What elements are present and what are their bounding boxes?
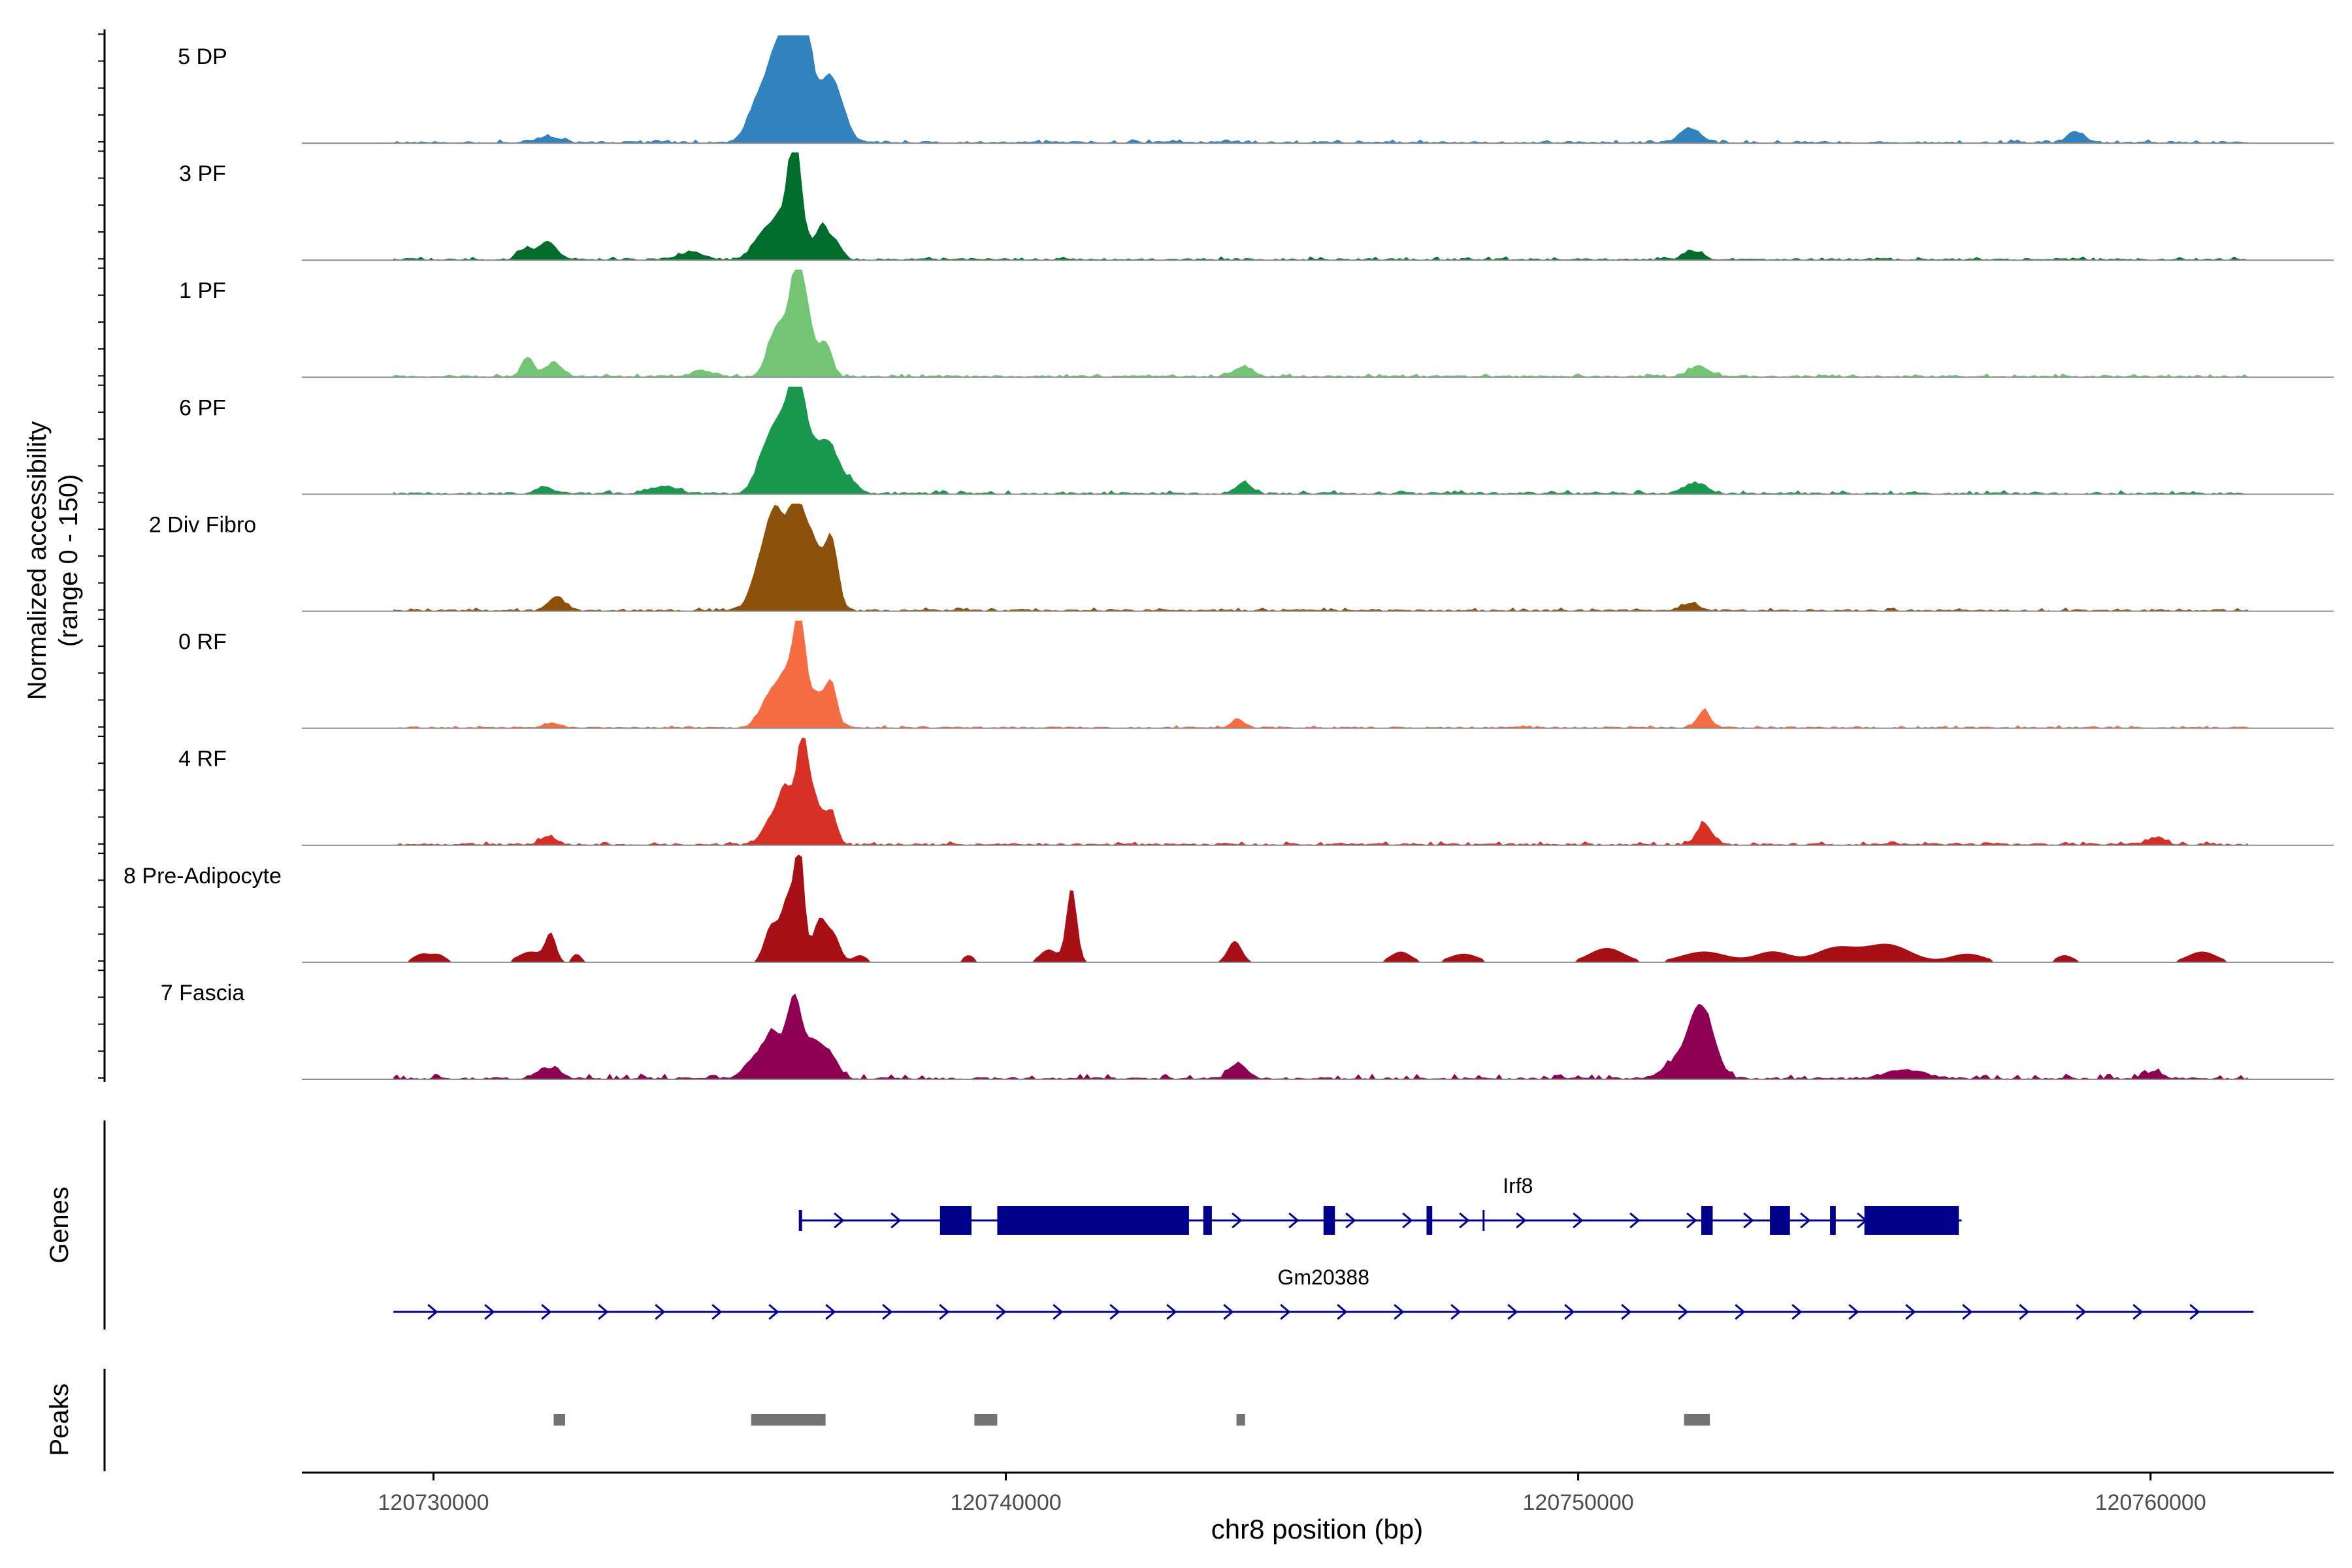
track-label: 2 Div Fibro xyxy=(149,512,256,537)
strand-arrow xyxy=(1962,1303,1973,1320)
strand-arrow xyxy=(1621,1303,1632,1320)
strand-arrow xyxy=(1450,1303,1462,1320)
track-label: 0 RF xyxy=(178,630,227,655)
gene-label: Gm20388 xyxy=(1277,1266,1369,1289)
strand-arrow xyxy=(1848,1303,1859,1320)
strand-arrow xyxy=(1109,1303,1120,1320)
strand-arrow xyxy=(1345,1212,1356,1229)
strand-arrow xyxy=(1394,1303,1405,1320)
strand-arrow xyxy=(1232,1212,1243,1229)
strand-arrow xyxy=(825,1303,836,1320)
exon-block xyxy=(1864,1206,1959,1235)
coverage-tracks: 5 DP 3 PF 1 PF 6 PF 2 Div Fibro 0 RF 4 RF 8 Pre… xyxy=(123,35,2334,1080)
strand-arrow xyxy=(1735,1303,1746,1320)
x-tick-label: 120750000 xyxy=(1523,1490,1634,1515)
strand-arrow xyxy=(996,1303,1007,1320)
strand-arrow xyxy=(1743,1212,1754,1229)
x-axis: 120730000 120740000 120750000 120760000 xyxy=(302,1471,2334,1515)
strand-arrow xyxy=(598,1303,609,1320)
exon-block xyxy=(939,1206,972,1235)
coverage-area-5-dp xyxy=(393,35,2248,144)
peaks-panel: Peaks xyxy=(45,1369,1710,1471)
strand-arrow xyxy=(427,1303,438,1320)
strand-arrow xyxy=(2076,1303,2087,1320)
strand-arrow xyxy=(834,1212,845,1229)
strand-arrow xyxy=(541,1303,552,1320)
strand-arrow xyxy=(1678,1303,1689,1320)
track-label: 3 PF xyxy=(179,161,226,186)
strand-arrow xyxy=(1459,1212,1470,1229)
strand-arrow xyxy=(1905,1303,1916,1320)
strand-arrow xyxy=(2019,1303,2030,1320)
strand-arrow xyxy=(1280,1303,1291,1320)
strand-arrow xyxy=(1053,1303,1064,1320)
track-label: 7 Fascia xyxy=(161,981,245,1005)
exon-block xyxy=(1701,1206,1713,1235)
exon-block xyxy=(799,1210,802,1231)
strand-arrow xyxy=(484,1303,495,1320)
strand-arrow xyxy=(1402,1212,1413,1229)
peak-region xyxy=(1236,1414,1245,1426)
strand-arrow xyxy=(1629,1212,1641,1229)
strand-arrow xyxy=(768,1303,779,1320)
strand-arrow xyxy=(882,1303,893,1320)
exon-block xyxy=(997,1206,1189,1235)
strand-arrow xyxy=(1516,1212,1527,1229)
strand-arrow xyxy=(1166,1303,1177,1320)
exon-block xyxy=(1830,1206,1836,1235)
y-axis-title: Normalized accessibility xyxy=(23,421,52,700)
strand-arrow xyxy=(890,1212,902,1229)
strand-arrow xyxy=(1791,1303,1803,1320)
peak-region xyxy=(751,1414,826,1426)
genes-panel-label: Genes xyxy=(45,1186,74,1264)
strand-arrow xyxy=(1686,1212,1697,1229)
strand-arrow xyxy=(1507,1303,1518,1320)
genes-panel: Genes Irf8 Gm20388 xyxy=(45,1120,2254,1330)
exon-block xyxy=(1770,1206,1790,1235)
exon-block xyxy=(1426,1206,1433,1235)
strand-arrow xyxy=(1288,1212,1299,1229)
x-axis-title: chr8 position (bp) xyxy=(1211,1514,1424,1544)
strand-arrow xyxy=(1564,1303,1575,1320)
coverage-area-2-div-fibro xyxy=(393,503,2248,612)
strand-arrow xyxy=(939,1303,950,1320)
peaks-panel-label: Peaks xyxy=(45,1383,74,1456)
strand-arrow xyxy=(2189,1303,2200,1320)
exon-block xyxy=(1482,1210,1485,1231)
strand-arrow xyxy=(1573,1212,1584,1229)
track-label: 6 PF xyxy=(179,395,226,420)
strand-arrow xyxy=(1337,1303,1348,1320)
strand-arrow xyxy=(711,1303,723,1320)
y-axis-range-subtitle: (range 0 - 150) xyxy=(54,474,83,647)
peak-region xyxy=(553,1414,565,1426)
track-label: 4 RF xyxy=(178,747,227,772)
strand-arrow xyxy=(1223,1303,1234,1320)
exon-block xyxy=(1323,1206,1335,1235)
track-label: 1 PF xyxy=(179,278,226,303)
track-label: 8 Pre-Adipocyte xyxy=(123,864,282,889)
track-label: 5 DP xyxy=(178,44,227,69)
peak-region xyxy=(1684,1414,1710,1426)
strand-arrow xyxy=(2132,1303,2144,1320)
exon-block xyxy=(1203,1206,1212,1235)
strand-arrow xyxy=(655,1303,666,1320)
x-tick-label: 120740000 xyxy=(950,1490,1061,1515)
coverage-y-axis xyxy=(98,29,106,1082)
peak-region xyxy=(974,1414,998,1426)
strand-arrow xyxy=(1800,1212,1811,1229)
x-tick-label: 120730000 xyxy=(378,1490,489,1515)
gene-label: Irf8 xyxy=(1503,1174,1533,1198)
x-tick-label: 120760000 xyxy=(2095,1490,2206,1515)
